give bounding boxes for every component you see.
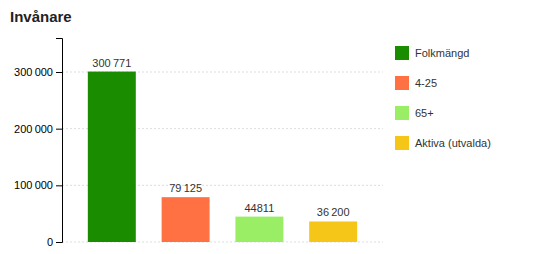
y-tick: 200 000 — [14, 123, 62, 135]
y-axis: 0 100 000 200 000 300 000 — [14, 39, 62, 249]
legend-label: 65+ — [415, 107, 434, 119]
grid — [62, 72, 383, 242]
legend-swatch — [395, 106, 409, 120]
y-tick-label: 100 000 — [14, 179, 53, 191]
legend-swatch — [395, 46, 409, 60]
data-label: 36 200 — [317, 206, 350, 218]
bar — [162, 197, 210, 242]
chart-title: Invånare — [10, 8, 72, 25]
y-tick-label: 200 000 — [14, 123, 53, 135]
data-labels: 300 771 79 125 44811 36 200 — [92, 57, 349, 219]
legend-item: 65+ — [395, 106, 434, 120]
bar — [235, 217, 283, 242]
y-axis-line — [56, 39, 63, 243]
plot: 0 100 000 200 000 300 000 300 771 79 125 44811… — [14, 39, 383, 249]
y-tick-mark — [56, 72, 62, 73]
y-tick-label: 0 — [47, 236, 53, 248]
legend-swatch — [395, 76, 409, 90]
y-tick: 100 000 — [14, 179, 62, 191]
y-tick-label: 300 000 — [14, 66, 53, 78]
y-tick: 0 — [47, 236, 62, 248]
legend-item: Aktiva (utvalda) — [395, 136, 491, 150]
data-label: 300 771 — [92, 57, 131, 69]
legend-item: Folkmängd — [395, 46, 469, 60]
legend-label: 4-25 — [415, 77, 437, 89]
bar — [309, 221, 357, 242]
y-tick-mark — [56, 129, 62, 130]
chart: Invånare 0 100 000 200 000 300 000 300 771 79 … — [0, 0, 545, 254]
legend-item: 4-25 — [395, 76, 437, 90]
data-label: 44811 — [245, 202, 275, 214]
legend-label: Folkmängd — [415, 47, 469, 59]
legend-swatch — [395, 136, 409, 150]
bars — [88, 72, 357, 242]
legend-label: Aktiva (utvalda) — [415, 137, 491, 149]
y-tick-mark — [56, 242, 62, 243]
data-label: 79 125 — [169, 182, 202, 194]
y-tick-mark — [56, 185, 62, 186]
legend: Folkmängd 4-25 65+ Aktiva (utvalda) — [395, 46, 491, 150]
bar — [88, 72, 136, 242]
y-tick: 300 000 — [14, 66, 62, 78]
